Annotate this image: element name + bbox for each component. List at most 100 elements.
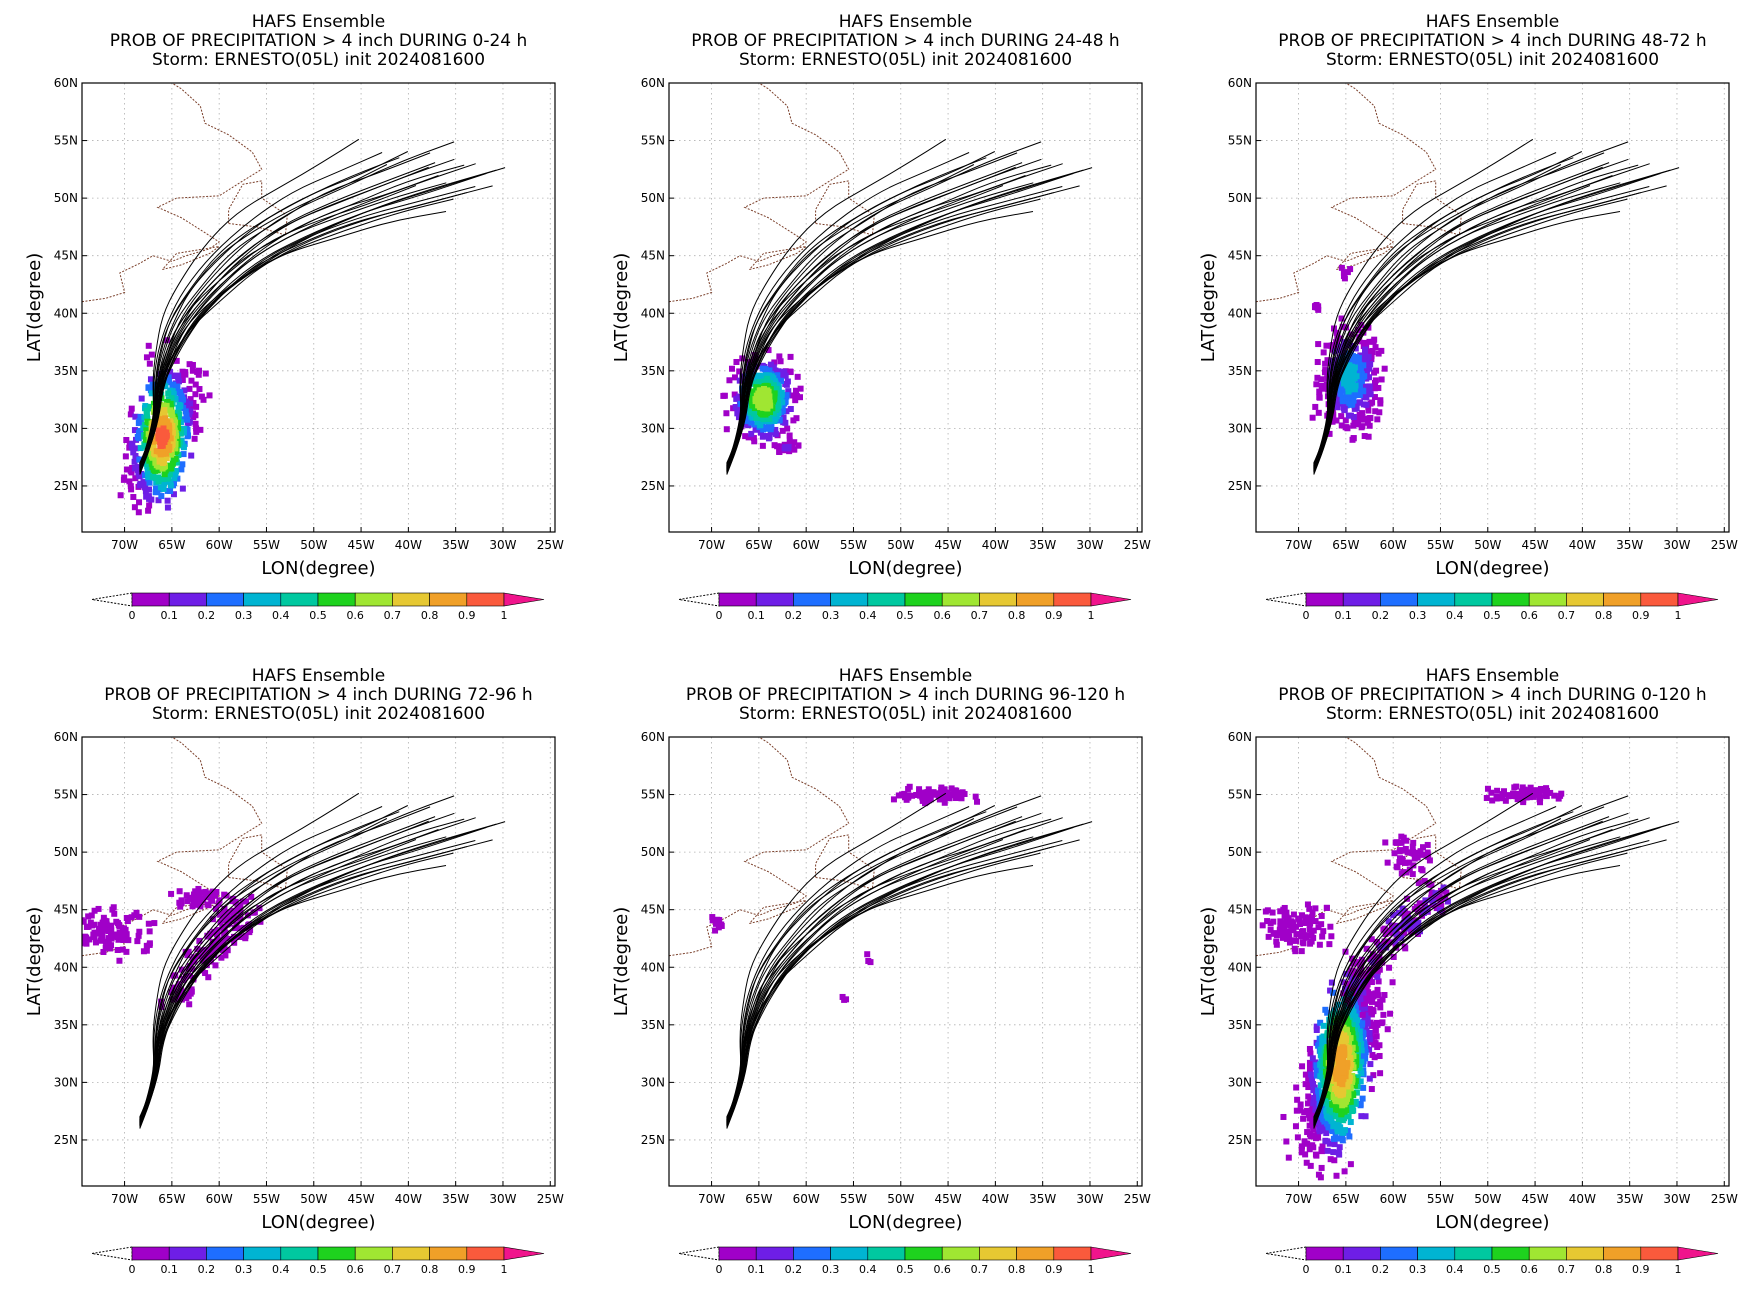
precip-cell <box>748 430 755 437</box>
precip-cell <box>140 948 147 955</box>
precip-cell <box>1375 384 1382 391</box>
storm-track <box>139 805 409 1120</box>
lat-tick-label: 50N <box>1228 191 1252 205</box>
precip-cell <box>1302 1071 1309 1078</box>
panel-title-line-3: Storm: ERNESTO(05L) init 2024081600 <box>1326 50 1659 70</box>
precip-cell <box>785 388 792 395</box>
precip-cell <box>1309 1055 1316 1062</box>
precip-cell <box>1323 904 1330 911</box>
precip-cell <box>1352 1016 1359 1023</box>
precip-cell <box>1299 1143 1306 1150</box>
precip-cell <box>936 796 943 803</box>
precip-cell <box>1335 1120 1342 1127</box>
precip-cell <box>1417 848 1424 855</box>
precip-cell <box>170 480 177 487</box>
precip-cell <box>1370 1072 1377 1079</box>
colorbar-lower-arrow <box>91 592 133 607</box>
lon-tick-label: 25W <box>1711 1192 1738 1206</box>
precip-cell <box>1319 1104 1326 1111</box>
precip-cell <box>221 891 228 898</box>
colorbar-segment <box>317 1246 356 1261</box>
precip-cell <box>1327 923 1334 930</box>
precip-cell <box>776 353 783 360</box>
precip-cell <box>1502 797 1509 804</box>
precip-cell <box>1530 788 1537 795</box>
lon-tick-label: 70W <box>698 1192 725 1206</box>
precip-cell <box>137 416 144 423</box>
precip-cell <box>790 417 797 424</box>
storm-track <box>139 820 429 1118</box>
x-axis-label: LON(degree) <box>1435 1212 1549 1233</box>
precip-cell <box>1358 371 1365 378</box>
x-axis-label: LON(degree) <box>848 1212 962 1233</box>
precip-cell <box>178 392 185 399</box>
precip-cell <box>1336 382 1343 389</box>
colorbar-segment <box>1640 1246 1679 1261</box>
precip-cell <box>1285 1154 1292 1161</box>
precip-cell <box>1280 1113 1287 1120</box>
colorbar-segment <box>168 592 207 607</box>
precip-cell <box>1385 927 1392 934</box>
colorbar-label: 0.8 <box>421 1263 439 1276</box>
precip-cell <box>175 425 182 432</box>
precip-cell <box>189 367 196 374</box>
precip-cell <box>908 792 915 799</box>
lon-tick-label: 50W <box>1474 1192 1501 1206</box>
precip-cell <box>1337 335 1344 342</box>
storm-track <box>726 164 1052 472</box>
coastline <box>82 83 263 303</box>
precip-cell <box>1359 423 1366 430</box>
lat-tick-label: 55N <box>641 134 665 148</box>
lat-tick-label: 60N <box>1228 76 1252 90</box>
colorbar-label: 0.6 <box>346 609 364 622</box>
precip-cell <box>1366 338 1373 345</box>
precip-cell <box>1347 1119 1354 1126</box>
precip-cell <box>1313 1152 1320 1159</box>
precip-cell <box>1408 849 1415 856</box>
coastline <box>82 737 263 957</box>
precip-cell <box>905 792 912 799</box>
colorbar-label: 0.3 <box>235 609 253 622</box>
colorbar-segment <box>1053 1246 1092 1261</box>
precip-cell <box>184 952 191 959</box>
precip-cell <box>178 466 185 473</box>
precip-cell <box>750 435 757 442</box>
lat-tick-label: 40N <box>1228 960 1252 974</box>
colorbar: 0 0.1 0.2 0.3 0.4 0.5 0.6 0.7 0.8 0.9 1 <box>1265 1246 1719 1276</box>
precip-cell <box>1305 932 1312 939</box>
precip-cell <box>178 996 185 1003</box>
precip-cell <box>1513 791 1520 798</box>
panel-title-line-2: PROB OF PRECIPITATION > 4 inch DURING 24… <box>691 31 1119 51</box>
precip-cell <box>1337 390 1344 397</box>
colorbar-segment <box>1603 592 1642 607</box>
precip-cell <box>1280 906 1287 913</box>
colorbar-segment <box>392 1246 430 1261</box>
colorbar-label: 0 <box>1303 1263 1310 1276</box>
colorbar-segment <box>1305 592 1344 607</box>
precip-cell <box>1299 1063 1306 1070</box>
colorbar-segment <box>830 1246 869 1261</box>
colorbar-segment <box>1640 592 1679 607</box>
colorbar-segment <box>354 1246 393 1261</box>
precip-cell <box>943 791 950 798</box>
precip-cell <box>772 426 779 433</box>
precip-cell <box>931 791 938 798</box>
precip-cell <box>1539 787 1546 794</box>
precip-cell <box>147 376 154 383</box>
precip-cell <box>1323 1130 1330 1137</box>
precip-cell <box>191 957 198 964</box>
precip-cell <box>185 993 192 1000</box>
precip-cell <box>1434 895 1441 902</box>
precip-cell <box>111 910 118 917</box>
colorbar-label: 0.5 <box>309 1263 327 1276</box>
precip-cell <box>1348 371 1355 378</box>
precip-cell <box>1343 970 1350 977</box>
storm-track <box>1313 152 1557 467</box>
precip-cell <box>161 480 168 487</box>
lat-tick-label: 30N <box>54 1075 78 1089</box>
precip-cell <box>1551 792 1558 799</box>
lon-tick-label: 50W <box>300 1192 327 1206</box>
colorbar-label: 0.9 <box>1045 609 1063 622</box>
precip-cell <box>123 914 130 921</box>
